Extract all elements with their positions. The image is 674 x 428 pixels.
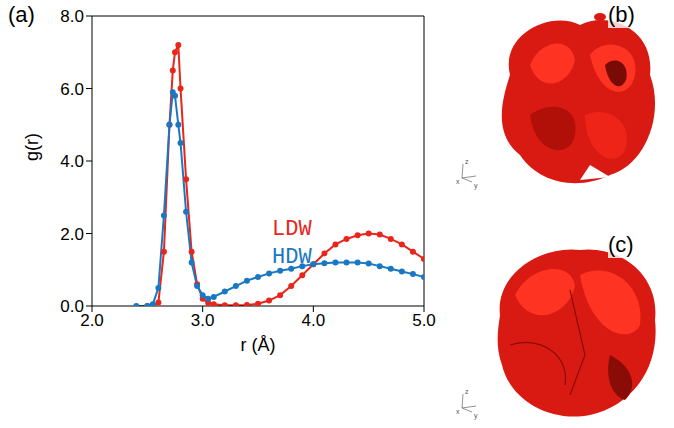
svg-text:2.0: 2.0	[80, 311, 104, 331]
svg-text:y: y	[474, 412, 478, 420]
svg-text:8.0: 8.0	[60, 7, 84, 26]
html-text:HDW: HDW	[272, 245, 312, 270]
svg-text:4.0: 4.0	[302, 311, 326, 330]
svg-text:x: x	[456, 178, 460, 185]
svg-text:0.0: 0.0	[60, 297, 84, 316]
html-text:(a): (a)	[8, 2, 35, 27]
svg-text:5.0: 5.0	[412, 311, 436, 330]
svg-text:r (Å): r (Å)	[241, 335, 276, 355]
svg-text:3.0: 3.0	[191, 311, 215, 330]
svg-text:6.0: 6.0	[60, 80, 84, 99]
svg-text:y: y	[474, 182, 478, 190]
svg-text:x: x	[456, 408, 460, 415]
html-text:(c): (c)	[608, 232, 634, 257]
html-text:(b): (b)	[608, 2, 635, 27]
html-text:LDW: LDW	[272, 217, 312, 242]
svg-text:z: z	[465, 388, 469, 395]
svg-text:2.0: 2.0	[60, 225, 84, 244]
svg-text:z: z	[465, 158, 469, 165]
svg-text:4.0: 4.0	[60, 152, 84, 171]
svg-text:g(r): g(r)	[22, 133, 42, 161]
